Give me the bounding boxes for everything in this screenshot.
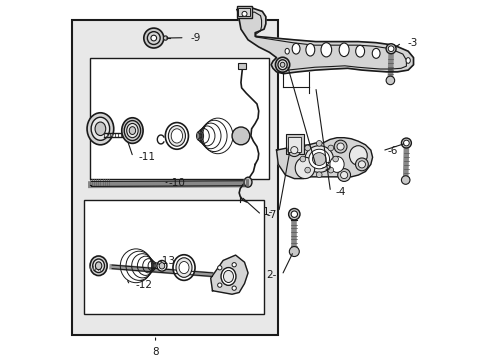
Ellipse shape	[305, 146, 333, 172]
Circle shape	[403, 140, 408, 146]
Circle shape	[232, 262, 236, 267]
Bar	[84, 200, 264, 314]
Circle shape	[163, 36, 167, 40]
Circle shape	[358, 161, 365, 168]
Ellipse shape	[339, 43, 348, 57]
Ellipse shape	[90, 256, 107, 275]
Circle shape	[232, 127, 249, 145]
Ellipse shape	[126, 123, 138, 138]
Bar	[286, 134, 303, 154]
Ellipse shape	[275, 57, 289, 72]
Circle shape	[316, 140, 322, 146]
Bar	[238, 8, 249, 16]
Ellipse shape	[157, 260, 166, 271]
Text: -11: -11	[138, 152, 155, 162]
Circle shape	[401, 176, 409, 184]
Ellipse shape	[320, 43, 331, 57]
Circle shape	[143, 28, 163, 48]
Ellipse shape	[168, 126, 185, 146]
Ellipse shape	[371, 48, 379, 58]
Text: -7: -7	[266, 210, 277, 220]
Text: 8: 8	[152, 347, 159, 357]
Ellipse shape	[122, 118, 143, 143]
Circle shape	[332, 156, 338, 162]
Ellipse shape	[221, 267, 236, 285]
Text: -9: -9	[190, 33, 200, 43]
Circle shape	[401, 138, 410, 148]
Circle shape	[217, 266, 222, 270]
Circle shape	[355, 158, 367, 171]
Circle shape	[337, 168, 350, 181]
Ellipse shape	[95, 262, 102, 270]
Ellipse shape	[405, 58, 409, 63]
Circle shape	[304, 145, 310, 151]
Ellipse shape	[223, 270, 233, 283]
Ellipse shape	[129, 127, 135, 135]
Circle shape	[300, 156, 305, 162]
Bar	[238, 63, 246, 69]
Ellipse shape	[165, 122, 188, 149]
Ellipse shape	[305, 44, 314, 56]
Ellipse shape	[277, 60, 286, 70]
Circle shape	[290, 147, 297, 154]
Circle shape	[304, 167, 310, 173]
Ellipse shape	[285, 48, 289, 54]
Circle shape	[151, 35, 156, 41]
Circle shape	[316, 172, 322, 177]
Bar	[89, 58, 269, 179]
Circle shape	[386, 44, 395, 54]
Text: -3: -3	[407, 38, 417, 48]
Circle shape	[232, 286, 236, 290]
Circle shape	[242, 12, 246, 16]
Text: 1-: 1-	[263, 207, 273, 217]
Circle shape	[387, 46, 393, 51]
Ellipse shape	[312, 153, 325, 166]
Ellipse shape	[329, 156, 344, 172]
Ellipse shape	[93, 259, 104, 273]
Ellipse shape	[171, 129, 182, 143]
Ellipse shape	[91, 117, 109, 140]
Polygon shape	[237, 8, 413, 74]
Ellipse shape	[295, 157, 314, 179]
Circle shape	[147, 32, 160, 45]
Ellipse shape	[176, 258, 192, 277]
Text: -12: -12	[135, 280, 152, 291]
Text: -5: -5	[321, 162, 331, 172]
Bar	[236, 6, 251, 18]
Ellipse shape	[292, 44, 300, 54]
Ellipse shape	[87, 113, 114, 145]
Circle shape	[386, 76, 394, 85]
Polygon shape	[210, 255, 247, 294]
Circle shape	[289, 247, 299, 257]
Circle shape	[287, 144, 300, 157]
Circle shape	[288, 208, 300, 220]
Text: -10: -10	[168, 178, 185, 188]
Circle shape	[333, 140, 346, 153]
Circle shape	[340, 171, 347, 179]
Ellipse shape	[308, 149, 329, 169]
Text: -6: -6	[387, 146, 397, 156]
Ellipse shape	[95, 122, 105, 136]
Ellipse shape	[173, 255, 195, 280]
Circle shape	[327, 145, 333, 151]
Ellipse shape	[159, 262, 164, 269]
Polygon shape	[276, 138, 372, 179]
Circle shape	[290, 211, 297, 217]
Ellipse shape	[349, 146, 366, 165]
Ellipse shape	[124, 121, 141, 140]
Ellipse shape	[244, 177, 251, 187]
Bar	[72, 20, 278, 335]
Circle shape	[327, 167, 333, 173]
Ellipse shape	[355, 45, 364, 57]
Circle shape	[217, 283, 222, 287]
Ellipse shape	[280, 62, 285, 67]
Text: -13: -13	[158, 256, 175, 266]
Circle shape	[336, 143, 344, 150]
Text: -4: -4	[335, 187, 346, 197]
Text: 2-: 2-	[265, 270, 276, 280]
Bar	[287, 137, 301, 152]
Ellipse shape	[179, 261, 188, 274]
